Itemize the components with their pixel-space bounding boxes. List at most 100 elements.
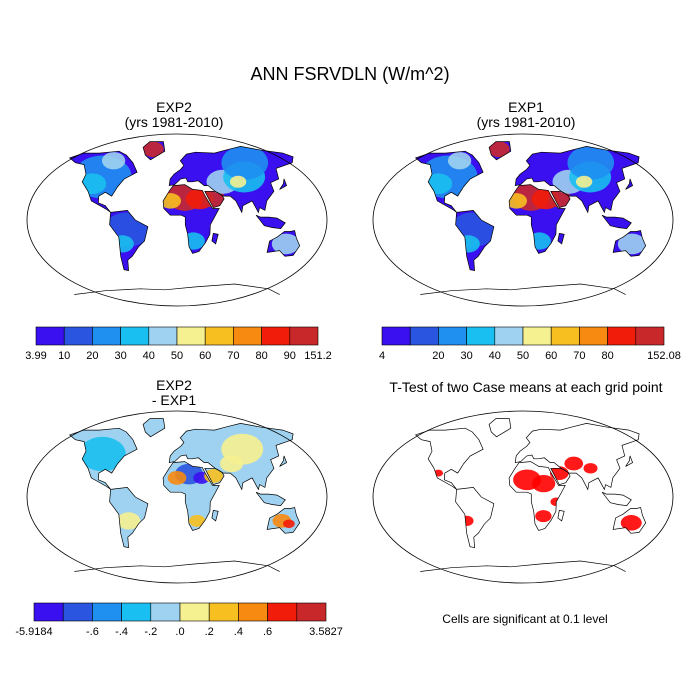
colorbar-label-3: 30 bbox=[114, 350, 126, 362]
colorbar-box-9 bbox=[296, 602, 327, 622]
colorbar-box-2 bbox=[92, 326, 121, 346]
coastline-australia bbox=[612, 507, 647, 534]
field-blob-4 bbox=[564, 456, 584, 471]
field-base bbox=[415, 141, 646, 271]
map-exp1 bbox=[372, 133, 674, 307]
panel-title-exp2-line1: EXP2 bbox=[156, 99, 192, 115]
coastline-indonesia bbox=[601, 491, 632, 506]
coastline-europe-asia bbox=[514, 146, 640, 214]
coastline-japan bbox=[279, 455, 288, 467]
colorbar-label-1: 10 bbox=[58, 350, 70, 362]
map-border bbox=[372, 410, 674, 584]
colorbar-label-5: .2 bbox=[205, 626, 214, 638]
colorbar-box-2 bbox=[92, 602, 122, 622]
coastline-antarctica-edge bbox=[74, 283, 280, 295]
panel-title-exp2: EXP2 (yrs 1981-2010) bbox=[44, 100, 304, 130]
map-exp2 bbox=[26, 133, 328, 307]
coastline-north-america bbox=[68, 150, 138, 213]
coastline-madagascar bbox=[211, 509, 219, 522]
colorbar-box-9 bbox=[289, 326, 319, 346]
field-blob-5 bbox=[583, 463, 598, 474]
field-blob-4 bbox=[167, 471, 187, 485]
coastline-madagascar bbox=[557, 509, 565, 522]
colorbar-box-1 bbox=[62, 602, 93, 622]
colorbar-box-5 bbox=[176, 326, 206, 346]
field-blob-2 bbox=[78, 173, 107, 195]
field-blob-13 bbox=[617, 233, 646, 255]
map-border bbox=[26, 410, 328, 584]
colorbar-label-6: .4 bbox=[234, 626, 243, 638]
coastline-europe-asia bbox=[168, 146, 294, 214]
field-blob-15 bbox=[488, 141, 510, 158]
colorbar-box-8 bbox=[607, 326, 637, 346]
field-blob-1 bbox=[79, 436, 126, 472]
panel-title-ttest: T-Test of two Case means at each grid po… bbox=[355, 380, 697, 395]
coastline-europe-asia bbox=[168, 423, 294, 491]
colorbar-exp2: 3.99 10 20 30 40 50 60 70 80 90 151.2 bbox=[25, 326, 332, 362]
ttest-note: Cells are significant at 0.1 level bbox=[442, 612, 608, 626]
coastline-south-america bbox=[109, 210, 149, 272]
panel-title-diff: EXP2 - EXP1 bbox=[44, 378, 304, 408]
field-blob-10 bbox=[116, 512, 141, 530]
map-field-layer bbox=[69, 141, 300, 271]
field-blob-12 bbox=[575, 175, 593, 188]
colorbar-box-5 bbox=[522, 326, 552, 346]
coastline-africa bbox=[508, 461, 566, 531]
colorbar-label-10: 151.2 bbox=[304, 350, 332, 362]
colorbar-label-3: -.2 bbox=[144, 626, 157, 638]
coastline-antarctica-edge bbox=[74, 560, 280, 572]
colorbar-label-8: 80 bbox=[255, 350, 267, 362]
colorbar-box-1 bbox=[63, 326, 93, 346]
colorbar-label-4: 50 bbox=[517, 350, 529, 362]
coastline-africa bbox=[508, 184, 566, 254]
colorbar-box-3 bbox=[466, 326, 496, 346]
coastline-greenland bbox=[488, 418, 512, 438]
colorbar-box-8 bbox=[261, 326, 291, 346]
colorbar-box-0 bbox=[35, 326, 65, 346]
colorbar-label-2: -.4 bbox=[115, 626, 128, 638]
field-blob-12 bbox=[229, 175, 247, 188]
coastline-greenland bbox=[142, 418, 166, 438]
coastline-africa bbox=[162, 184, 220, 254]
coastline-greenland bbox=[488, 141, 512, 161]
field-base bbox=[415, 418, 646, 548]
field-blob-11 bbox=[221, 145, 269, 180]
colorbar-box-7 bbox=[233, 326, 262, 346]
coastline-madagascar bbox=[211, 232, 219, 245]
coastline-north-america bbox=[414, 150, 484, 213]
colorbar-label-4: 40 bbox=[143, 350, 155, 362]
colorbar-box-5 bbox=[179, 602, 210, 622]
field-blob-9 bbox=[188, 514, 206, 527]
field-blob-8 bbox=[283, 519, 295, 529]
colorbar-label-0: 3.99 bbox=[25, 350, 46, 362]
panel-title-exp2-line2: (yrs 1981-2010) bbox=[124, 114, 224, 130]
coastline-antarctica-edge bbox=[420, 283, 626, 295]
colorbar-box-6 bbox=[208, 602, 239, 622]
field-blob-14 bbox=[527, 232, 551, 250]
colorbar-label-9: 90 bbox=[284, 350, 296, 362]
coastline-antarctica-edge bbox=[420, 560, 626, 572]
colorbar-diff: -5.9184 -.6 -.4 -.2 .0 .2 .4 .6 3.5827 bbox=[15, 602, 343, 638]
coastline-south-america bbox=[455, 487, 495, 549]
coastline-south-america bbox=[109, 487, 149, 549]
colorbar-box-4 bbox=[150, 602, 181, 622]
colorbar-label-7: 70 bbox=[227, 350, 239, 362]
field-base bbox=[69, 418, 300, 548]
coastline-japan bbox=[625, 455, 634, 467]
coastline-australia bbox=[266, 507, 301, 534]
coastline-japan bbox=[279, 178, 288, 190]
field-blob-15 bbox=[142, 141, 164, 158]
colorbar-label-8: 152.08 bbox=[647, 350, 681, 362]
colorbar-label-6: 70 bbox=[573, 350, 585, 362]
colorbar-box-3 bbox=[121, 602, 152, 622]
colorbar-box-4 bbox=[148, 326, 178, 346]
map-field-layer bbox=[415, 141, 646, 271]
coastline-australia bbox=[612, 230, 647, 257]
colorbar-box-0 bbox=[33, 602, 64, 622]
field-blob-16 bbox=[447, 152, 472, 170]
colorbar-box-1 bbox=[409, 326, 439, 346]
coastline-arabia bbox=[550, 467, 571, 486]
colorbar-box-6 bbox=[550, 326, 580, 346]
field-base bbox=[69, 141, 300, 271]
panel-title-exp1: EXP1 (yrs 1981-2010) bbox=[396, 100, 656, 130]
